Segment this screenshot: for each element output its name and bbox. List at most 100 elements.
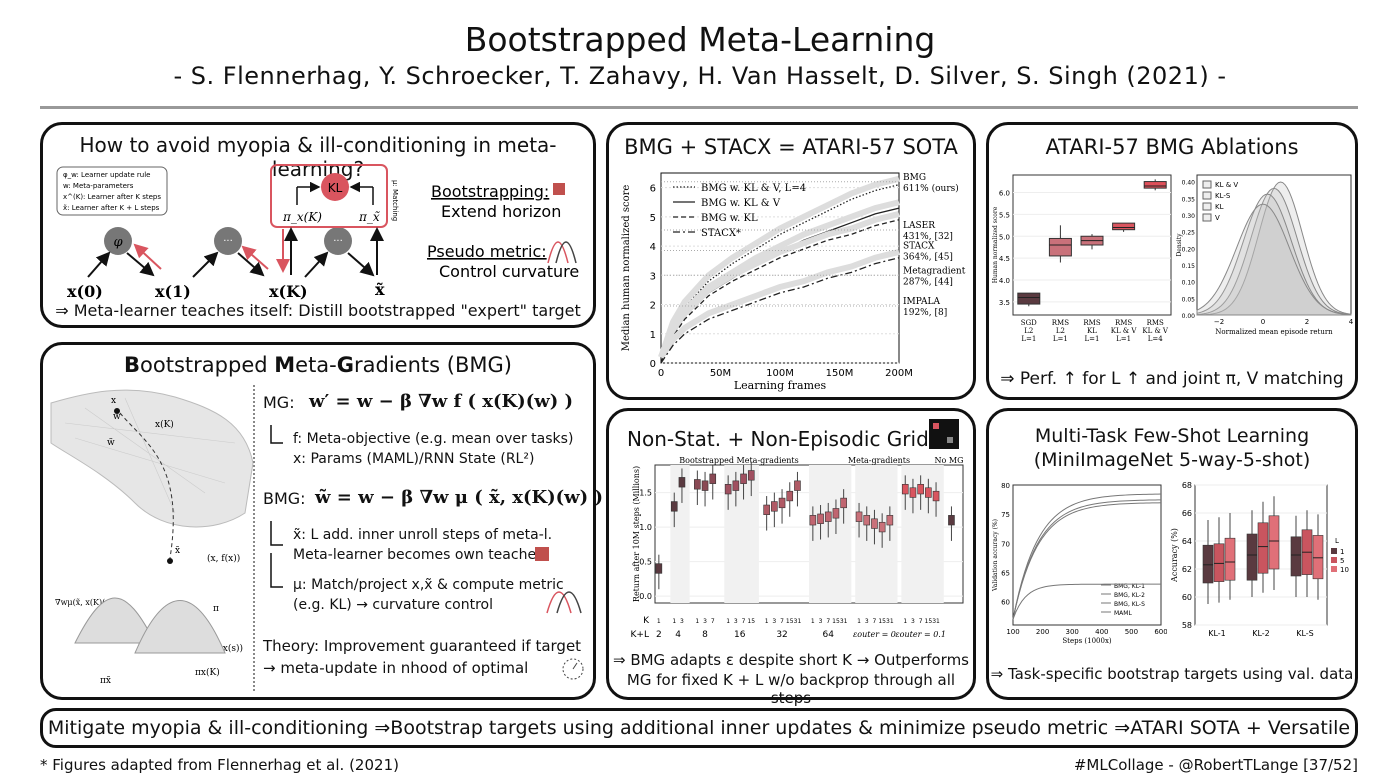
mg-x-desc: x: Params (MAML)/RNN State (RL²) (293, 451, 535, 467)
inner-node-1 (214, 227, 242, 255)
grid-kl-tick: 2 (656, 630, 662, 640)
grid-group-label: Bootstrapped Meta-gradients (679, 456, 799, 465)
atari-annotation-value: 611% (ours) (903, 183, 959, 194)
grid-box (771, 501, 778, 512)
fs-line-ytick: 75 (1001, 511, 1010, 519)
atari-xtick-label: 50M (710, 368, 731, 379)
summary-banner: Mitigate myopia & ill-conditioning ⇒Boot… (40, 708, 1358, 748)
atari-legend-label: BMG w. KL & V, L=4 (701, 183, 806, 194)
abl-dens-legend-swatch (1202, 191, 1212, 200)
panel-ablations: ATARI-57 BMG Ablations 3.5 4.0 4.5 5.0 5.5 6.… (986, 122, 1358, 400)
svg-text:w̃: w̃ (107, 437, 115, 448)
abl-box-ytick: 5.5 (999, 211, 1010, 219)
panel-grid-title: Non-Stat. + Non-Episodic Grid (627, 427, 929, 451)
legend-line-3: x^(K): Learner after K steps (63, 193, 161, 201)
curve-grey-icon-2 (556, 591, 582, 614)
panel-atari-sota-title: BMG + STACX = ATARI-57 SOTA (624, 135, 958, 159)
abl-box-ylabel: Human normalized score (992, 206, 999, 283)
atari-legend-label: STACX* (701, 228, 741, 239)
fs-box-ytick: 58 (1182, 621, 1192, 630)
atari-annotation: Metagradient (903, 266, 966, 276)
abl-box (1017, 292, 1041, 305)
atari-series-band (658, 175, 900, 359)
grid-box (786, 490, 794, 502)
mg-label: MG: (263, 393, 295, 412)
abl-box-category: L=4 (1148, 335, 1164, 343)
inner-node-1-label: ··· (223, 236, 233, 247)
abl-dens-ylabel: Density (1176, 233, 1183, 257)
abl-box-frame (1012, 174, 1172, 316)
abl-dens-ytick: 0.30 (1182, 213, 1196, 220)
grid-box (701, 480, 709, 491)
fs-box (1290, 536, 1302, 577)
grid-ytick: 1.0 (639, 523, 652, 532)
bmg-label: BMG: (263, 489, 306, 508)
xk-label: x(K) (269, 282, 308, 301)
panel-myopia-summary: ⇒ Meta-learner teaches itself: Distill b… (55, 301, 581, 320)
grid-k-tick: 3 (865, 618, 869, 625)
mg-equation: w′ = w − β ∇w f ( x(K)(w) ) (309, 391, 574, 412)
grid-k-tick: 1 (811, 618, 815, 625)
atari-series-line (660, 257, 900, 364)
grid-box (763, 504, 770, 515)
abl-dens-curve (1196, 203, 1352, 316)
grid-k-tick: 1 (672, 618, 676, 625)
grid-k-tick: 1 (695, 618, 699, 625)
bmg-xt-desc-1: x̃: L add. inner unroll steps of meta-l. (293, 527, 553, 543)
svg-text:x: x (111, 396, 116, 406)
abl-dens-ytick: 0.05 (1182, 296, 1196, 303)
atari-ytick-label: 5 (650, 213, 656, 224)
grid-k-tick: 1 (857, 618, 861, 625)
slide-authors: - S. Flennerhag, Y. Schroecker, T. Zahav… (173, 62, 1227, 90)
panel-bmg-title: Bootstrapped Meta-Gradients (BMG) (124, 353, 512, 377)
atari-xlabel: Learning frames (734, 379, 827, 392)
abl-dens-ytick: 0.40 (1182, 180, 1196, 187)
abl-box-category: L=1 (1085, 335, 1100, 343)
fs-line-xtick: 200 (1036, 628, 1049, 636)
grid-box (925, 487, 932, 498)
abl-dens-xlabel: Normalized mean episode return (1215, 328, 1333, 336)
bootstrapping-desc: Extend horizon (441, 202, 561, 221)
grid-k-tick: 1 (657, 618, 661, 625)
pseudo-metric-label: Pseudo metric: (427, 242, 547, 261)
inner-node-2-label: ··· (333, 236, 343, 247)
abl-dens-ytick: 0.00 (1182, 313, 1196, 320)
fs-line-ytick: 65 (1001, 570, 1010, 578)
panel-ablations-caption: ⇒ Perf. ↑ for L ↑ and joint π, V matchin… (1000, 369, 1344, 389)
grid-box (740, 473, 747, 484)
fs-box-ytick: 68 (1182, 481, 1192, 490)
abl-box-category: KL (1087, 327, 1097, 335)
bmg-mu-desc-2: (e.g. KL) → curvature control (293, 597, 493, 613)
fs-line-legend-label: MAML (1114, 610, 1132, 617)
abl-dens-legend-label: KL-S (1215, 192, 1231, 200)
atari-legend-label: BMG w. KL (701, 213, 758, 224)
fs-line-ytick: 70 (1001, 540, 1010, 548)
fs-line-xtick: 300 (1066, 628, 1079, 636)
svg-text:πx̃: πx̃ (100, 675, 111, 686)
abl-box-category: L=1 (1021, 335, 1036, 343)
abl-box (1048, 237, 1072, 257)
grid-k-tick: 15 (878, 618, 886, 625)
abl-box-category: KL & V (1111, 327, 1138, 335)
atari-series-band (658, 249, 900, 359)
fs-box (1202, 544, 1214, 584)
svg-text:x̃: x̃ (175, 545, 180, 556)
panel-myopia-title: How to avoid myopia & ill-conditioning i… (79, 133, 557, 181)
grid-box (747, 470, 755, 481)
abl-box-category: L=1 (1116, 335, 1131, 343)
atari-series-line (660, 219, 900, 364)
grid-k-tick: 7 (742, 618, 746, 625)
grid-k-tick: 7 (873, 618, 877, 625)
abl-box-ytick: 3.5 (999, 299, 1010, 307)
atari-annotation: STACX (903, 241, 935, 251)
abl-dens-legend-swatch (1202, 180, 1212, 189)
svg-text:x(K): x(K) (155, 419, 174, 430)
grid-box (670, 501, 678, 512)
fs-line-xtick: 100 (1006, 628, 1019, 636)
footer-citation: * Figures adapted from Flennerhag et al.… (40, 756, 399, 774)
abl-dens-legend-label: KL (1215, 203, 1224, 211)
grid-box (840, 497, 847, 509)
grid-box (932, 490, 940, 502)
abl-box (1112, 222, 1136, 231)
fs-box (1224, 537, 1236, 581)
